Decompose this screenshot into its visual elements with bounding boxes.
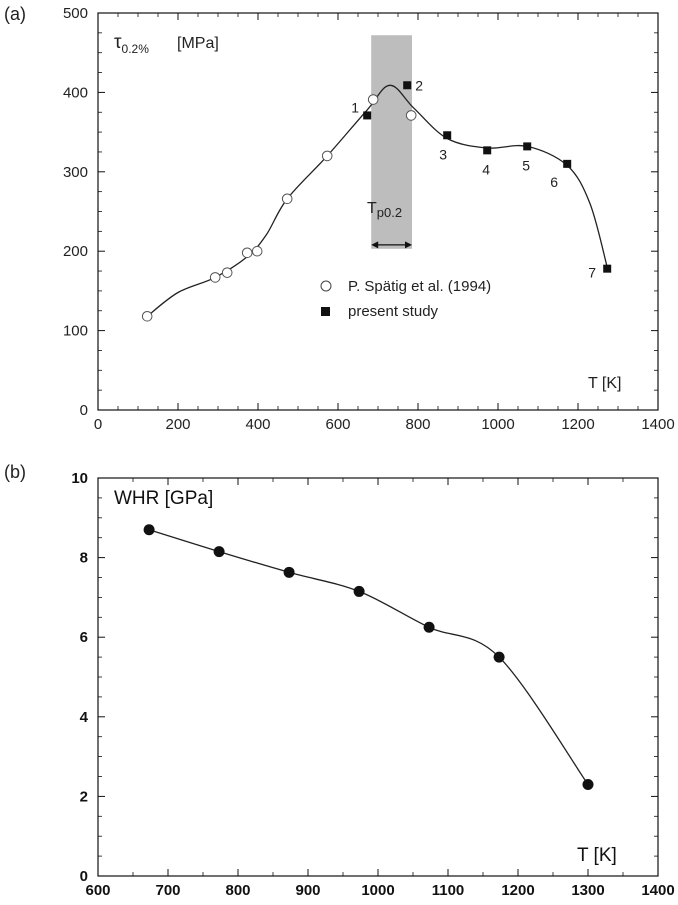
panel-a-shaded-band (371, 35, 412, 249)
x-tick-label: 1200 (561, 416, 594, 433)
legend-entry-present-study: present study (348, 303, 439, 320)
x-tick-label: 1400 (641, 882, 674, 899)
filled-circle-point (582, 778, 594, 790)
point-number-label: 3 (439, 146, 447, 162)
filled-square-point (443, 131, 452, 140)
open-circle-point (241, 247, 253, 259)
filled-circle-point (423, 621, 435, 633)
y-axis-subscript: 0.2% (122, 42, 150, 56)
panel-a-y-axis-title: τ0.2% [MPa] (114, 32, 219, 56)
x-tick-label: 1200 (501, 882, 534, 899)
svg-text:Tp0.2: Tp0.2 (367, 200, 402, 220)
filled-square-point (363, 111, 372, 120)
y-tick-label: 0 (80, 402, 88, 419)
band-annotation-sub: p0.2 (377, 205, 402, 220)
x-tick-label: 0 (94, 416, 102, 433)
panel-b-tick-labels: 600 700 800 900 1000 1100 1200 1300 1400 0 2 4 6 8 10 (71, 470, 674, 899)
legend-open-circle-marker (320, 280, 332, 292)
svg-text:τ0.2%: τ0.2% (114, 32, 149, 56)
open-circle-point (221, 267, 233, 278)
y-axis-unit: [MPa] (177, 35, 219, 52)
open-circle-point (405, 110, 417, 121)
x-tick-label: 1000 (481, 416, 514, 433)
panel-a-x-axis-title: T [K] (588, 375, 622, 392)
panel-b-x-axis-title: T [K] (577, 845, 617, 866)
x-tick-label: 800 (405, 416, 430, 433)
y-tick-label: 300 (63, 164, 88, 181)
point-number-label: 7 (588, 265, 596, 281)
legend-filled-square-marker (321, 307, 330, 316)
y-tick-label: 200 (63, 243, 88, 260)
point-number-label: 4 (482, 161, 490, 177)
x-tick-label: 900 (295, 882, 320, 899)
plot-frame (97, 477, 659, 877)
panel-a-legend: P. Spätig et al. (1994) present study (320, 278, 491, 320)
panel-b: (b) 600 700 800 900 1000 1100 1200 1300 14000246… (4, 462, 675, 899)
panel-a-data-points: 1 2 3 4 5 6 7 (141, 77, 612, 322)
open-circle-point (209, 272, 221, 283)
open-circle-point (141, 311, 153, 322)
panel-a-label: (a) (4, 4, 26, 24)
point-number-label: 2 (415, 77, 423, 93)
open-circle-point (321, 150, 333, 162)
filled-circle-point (143, 524, 155, 536)
legend-entry-spatig: P. Spätig et al. (1994) (348, 278, 491, 295)
band-width-arrow (371, 241, 412, 249)
filled-square-point (403, 81, 412, 90)
y-tick-label: 10 (71, 470, 88, 487)
arrow-head-right (405, 241, 412, 249)
x-tick-label: 1000 (361, 882, 394, 899)
x-tick-label: 200 (165, 416, 190, 433)
y-tick-label: 2 (80, 788, 88, 805)
y-tick-label: 100 (63, 323, 88, 340)
panel-a: (a) 0 200 400 600 800 1000 1200 140001002003004… (4, 4, 675, 433)
filled-circle-point (283, 566, 295, 578)
band-annotation: Tp0.2 (367, 200, 412, 249)
x-tick-label: 1400 (641, 416, 674, 433)
panel-a-tick-labels: 0 200 400 600 800 1000 1200 1400010020030040050… (63, 5, 675, 433)
x-tick-label: 1100 (432, 882, 465, 899)
y-axis-symbol: τ (114, 32, 122, 53)
open-circle-point (367, 94, 379, 105)
filled-square-point (523, 142, 532, 151)
x-tick-label: 800 (225, 882, 250, 899)
y-tick-label: 4 (80, 709, 89, 726)
point-number-label: 1 (351, 99, 359, 115)
panel-b-label: (b) (4, 462, 26, 482)
panel-b-curve (148, 529, 589, 785)
y-tick-label: 6 (80, 629, 88, 646)
y-tick-label: 0 (80, 868, 88, 885)
arrow-head-left (371, 241, 379, 249)
panel-a-axes (97, 12, 659, 411)
panel-a-trend-curve (146, 84, 608, 317)
filled-circle-point (353, 585, 365, 597)
x-tick-label: 600 (85, 882, 110, 899)
filled-circle-point (213, 546, 225, 558)
filled-square-point (563, 159, 572, 168)
x-tick-label: 400 (245, 416, 270, 433)
y-tick-label: 500 (63, 5, 88, 22)
panel-b-axes (97, 477, 659, 877)
point-number-label: 5 (522, 157, 530, 173)
x-tick-label: 600 (325, 416, 350, 433)
y-tick-label: 400 (63, 84, 88, 101)
y-tick-label: 8 (80, 550, 88, 567)
filled-square-point (603, 264, 612, 273)
band-annotation-main: T (367, 200, 377, 217)
filled-circle-point (493, 651, 505, 663)
open-circle-point (251, 245, 263, 257)
x-tick-label: 700 (155, 882, 180, 899)
panel-b-data-points (143, 524, 594, 790)
panel-b-y-axis-title: WHR [GPa] (114, 488, 213, 509)
filled-square-point (483, 146, 492, 155)
point-number-label: 6 (550, 174, 558, 190)
x-tick-label: 1300 (571, 882, 604, 899)
open-circle-point (281, 193, 293, 205)
